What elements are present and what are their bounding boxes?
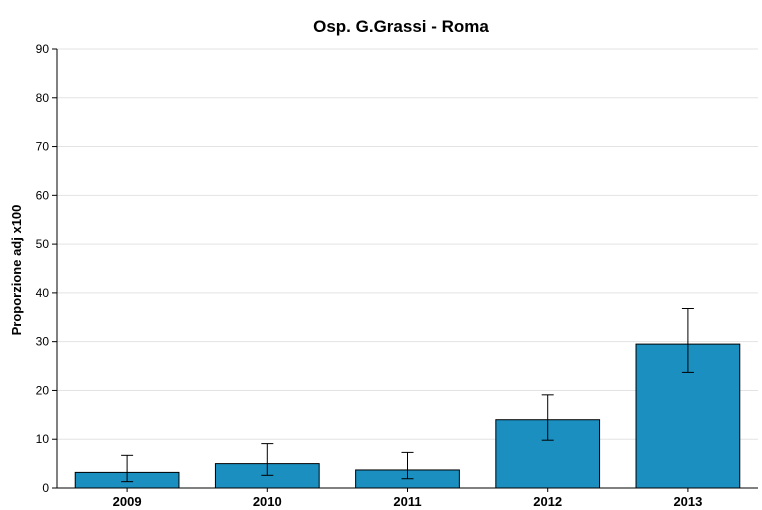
y-tick-label: 30: [36, 335, 50, 349]
y-tick-label: 90: [36, 42, 50, 56]
x-tick-label-2010: 2010: [253, 494, 282, 509]
gridlines: [57, 48, 758, 440]
y-tick-label: 80: [36, 91, 50, 105]
x-tick-label-2012: 2012: [533, 494, 562, 509]
y-axis-label: Proporzione adj x100: [9, 205, 24, 336]
x-tick-label-2013: 2013: [673, 494, 702, 509]
error-bars: [121, 307, 694, 483]
y-tick-label: 40: [36, 286, 50, 300]
x-tick-label-2009: 2009: [113, 494, 142, 509]
y-axis-ticks: 0 10 20 30 40 50 60 70 80 90: [36, 42, 57, 495]
y-tick-label: 0: [42, 481, 49, 495]
y-tick-label: 20: [36, 383, 50, 397]
chart-title: Osp. G.Grassi - Roma: [313, 17, 489, 36]
x-axis-ticks: 2009 2010 2011 2012 2013: [113, 488, 702, 509]
y-tick-label: 60: [36, 188, 50, 202]
y-tick-label: 50: [36, 237, 50, 251]
y-tick-label: 70: [36, 140, 50, 154]
y-tick-label: 10: [36, 432, 50, 446]
x-tick-label-2011: 2011: [393, 494, 421, 509]
